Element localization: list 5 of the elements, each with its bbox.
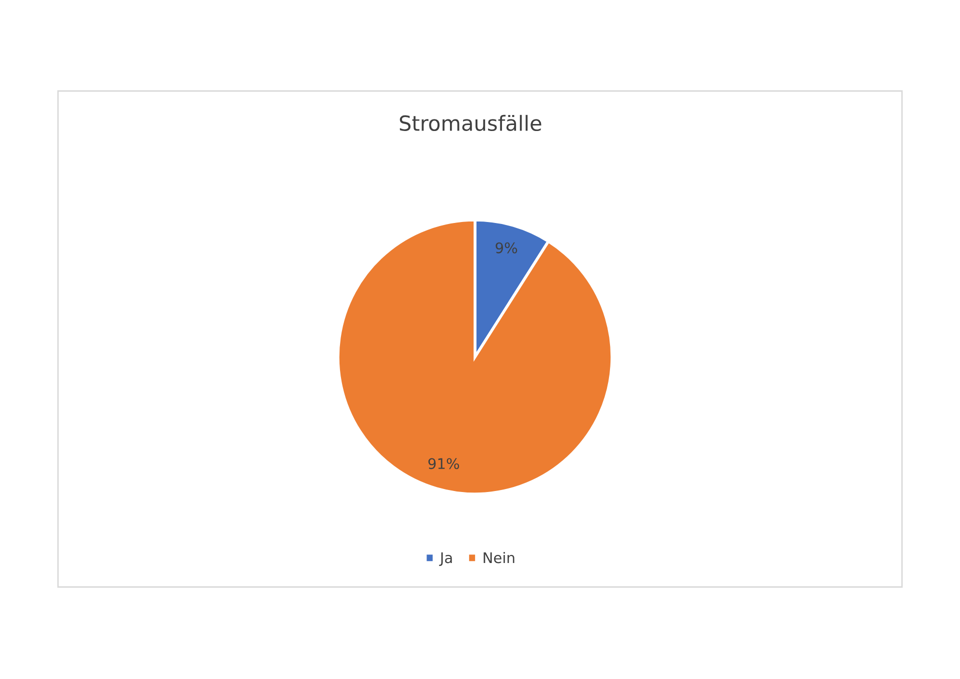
chart-title: Stromausfälle [400, 114, 542, 132]
legend-label: Ja [439, 552, 452, 566]
legend-label: Nein [484, 552, 514, 564]
data-label: 91% [428, 458, 460, 470]
data-label: 9% [496, 242, 518, 254]
